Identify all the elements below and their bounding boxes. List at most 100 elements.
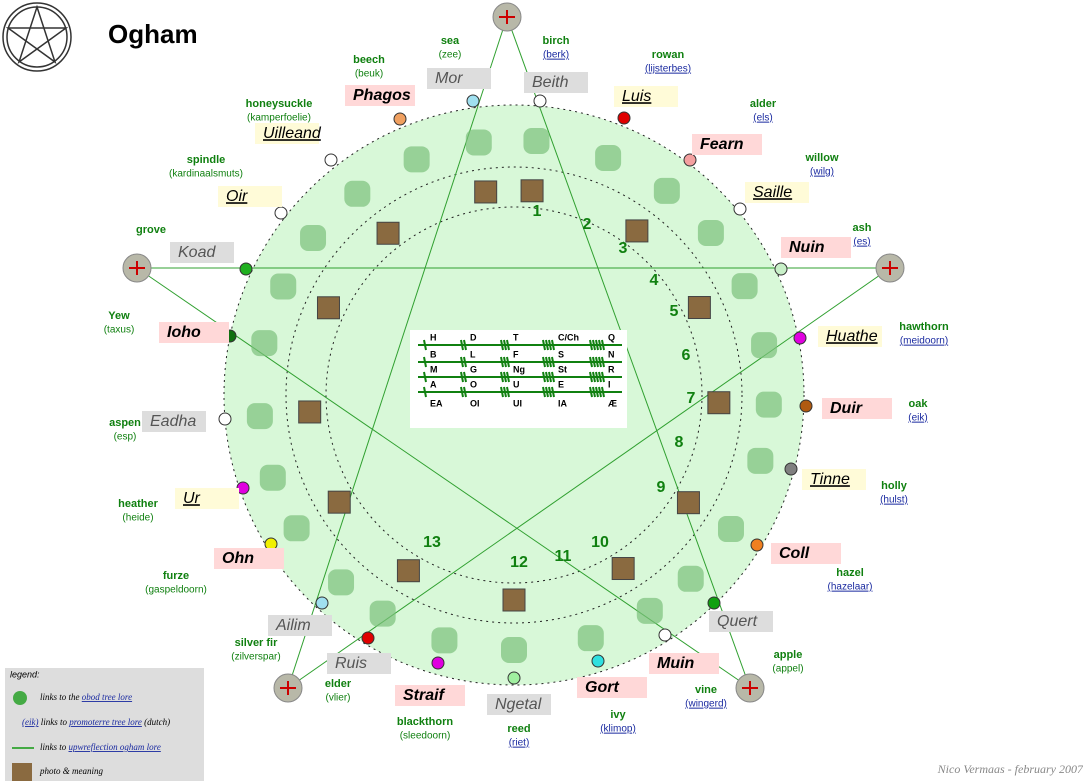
- key-letter: R: [608, 364, 615, 374]
- plant-icon: [270, 273, 297, 300]
- label-bg: [214, 548, 284, 569]
- key-stroke: [598, 371, 602, 383]
- legend-prefix: photo & meaning: [39, 766, 103, 776]
- title: Ogham: [108, 19, 198, 49]
- plant-icon: [523, 127, 550, 154]
- dutch-name[interactable]: (lijsterbes): [645, 64, 691, 75]
- legend-box: [5, 668, 204, 781]
- dutch-name[interactable]: (eik): [908, 413, 927, 424]
- middle-circle: [285, 166, 743, 624]
- spiral-number: 3: [619, 240, 628, 257]
- spiral-number: 7: [687, 390, 696, 407]
- dutch-name[interactable]: (hulst): [880, 495, 908, 506]
- key-stroke: [503, 339, 507, 351]
- key-stroke: [548, 371, 552, 383]
- tree-dot: [750, 538, 764, 552]
- tree-name: birch: [543, 35, 570, 47]
- photo-icon: [625, 219, 649, 243]
- ogham-name: Uilleand: [263, 125, 322, 142]
- dutch-name[interactable]: (berk): [543, 50, 569, 61]
- ogham-name: Ruis: [335, 655, 367, 672]
- dutch-name: (heide): [122, 513, 153, 524]
- ogham-name: Ailim: [275, 617, 311, 634]
- key-letter: G: [470, 364, 477, 374]
- plant-icon: [653, 177, 680, 204]
- dutch-name[interactable]: (els): [753, 113, 772, 124]
- ogham-name: Nuin: [789, 239, 825, 256]
- key-letter: M: [430, 364, 438, 374]
- photo-icon: [376, 221, 400, 245]
- plant-icon: [259, 464, 286, 491]
- dutch-name[interactable]: (meidoorn): [900, 336, 948, 347]
- key-stroke: [551, 371, 555, 383]
- dutch-name[interactable]: (es): [853, 237, 870, 248]
- legend-link[interactable]: promoterre tree lore: [68, 717, 142, 727]
- dutch-name[interactable]: (riet): [509, 738, 530, 749]
- label-bg: [614, 86, 678, 107]
- plant-icon: [328, 569, 355, 596]
- dutch-name[interactable]: (wingerd): [685, 699, 727, 710]
- spiral-number: 8: [675, 434, 684, 451]
- key-stroke: [592, 371, 596, 383]
- tree-name: ivy: [610, 709, 626, 721]
- tree-dot: [793, 331, 807, 345]
- dutch-name[interactable]: (hazelaar): [827, 582, 872, 593]
- legend-link[interactable]: upwreflection ogham lore: [69, 742, 161, 752]
- key-stroke: [589, 386, 593, 398]
- key-stroke: [506, 371, 510, 383]
- key-stroke: [463, 371, 467, 383]
- key-stroke: [542, 356, 546, 368]
- tree-dot: [707, 596, 721, 610]
- legend-prefix[interactable]: (eik): [22, 717, 38, 727]
- photo-icon: [676, 491, 700, 515]
- ogham-name: Quert: [717, 613, 758, 630]
- plant-icon: [246, 403, 273, 430]
- key-letter: N: [608, 349, 615, 359]
- key-stroke: [592, 356, 596, 368]
- label-bg: [159, 322, 229, 343]
- ogham-name: Fearn: [700, 136, 744, 153]
- key-stroke: [460, 386, 464, 398]
- dutch-name[interactable]: (wilg): [810, 167, 834, 178]
- dutch-name: (kamperfoelie): [247, 113, 311, 124]
- key-stroke: [548, 356, 552, 368]
- key-letter: Ng: [513, 364, 525, 374]
- key-stroke: [500, 339, 504, 351]
- ogham-name: Straif: [403, 687, 446, 704]
- key-letter: U: [513, 379, 520, 389]
- plant-icon: [369, 600, 396, 627]
- plant-icon: [747, 447, 774, 474]
- key-stroke: [598, 356, 602, 368]
- key-stroke: [551, 386, 555, 398]
- key-stroke: [463, 386, 467, 398]
- plant-icon: [344, 180, 371, 207]
- tree-name: alder: [750, 98, 777, 110]
- key-letter: IA: [558, 398, 568, 408]
- tree-dot: [239, 262, 253, 276]
- ogham-name: Ioho: [167, 324, 201, 341]
- plant-icon: [751, 332, 778, 359]
- legend-link[interactable]: obod tree lore: [82, 692, 132, 702]
- dutch-name[interactable]: (klimop): [600, 724, 636, 735]
- key-stroke: [503, 356, 507, 368]
- key-letter: T: [513, 332, 519, 342]
- tree-dot: [361, 631, 375, 645]
- key-stroke: [592, 339, 596, 351]
- tree-name: aspen: [109, 417, 141, 429]
- plant-icon: [577, 625, 604, 652]
- tree-name: rowan: [652, 49, 685, 61]
- key-stroke: [548, 339, 552, 351]
- label-bg: [822, 398, 892, 419]
- legend-title: legend:: [10, 669, 40, 679]
- key-stroke: [423, 339, 427, 351]
- ogham-name: Gort: [585, 679, 619, 696]
- tree-name: holly: [881, 480, 908, 492]
- spiral-number: 6: [682, 347, 691, 364]
- key-stroke: [601, 339, 605, 351]
- tree-name: hawthorn: [899, 321, 949, 333]
- key-stroke: [595, 386, 599, 398]
- label-bg: [327, 653, 391, 674]
- legend-prefix: links to the: [40, 692, 80, 702]
- photo-icon: [611, 557, 635, 581]
- key-stroke: [545, 339, 549, 351]
